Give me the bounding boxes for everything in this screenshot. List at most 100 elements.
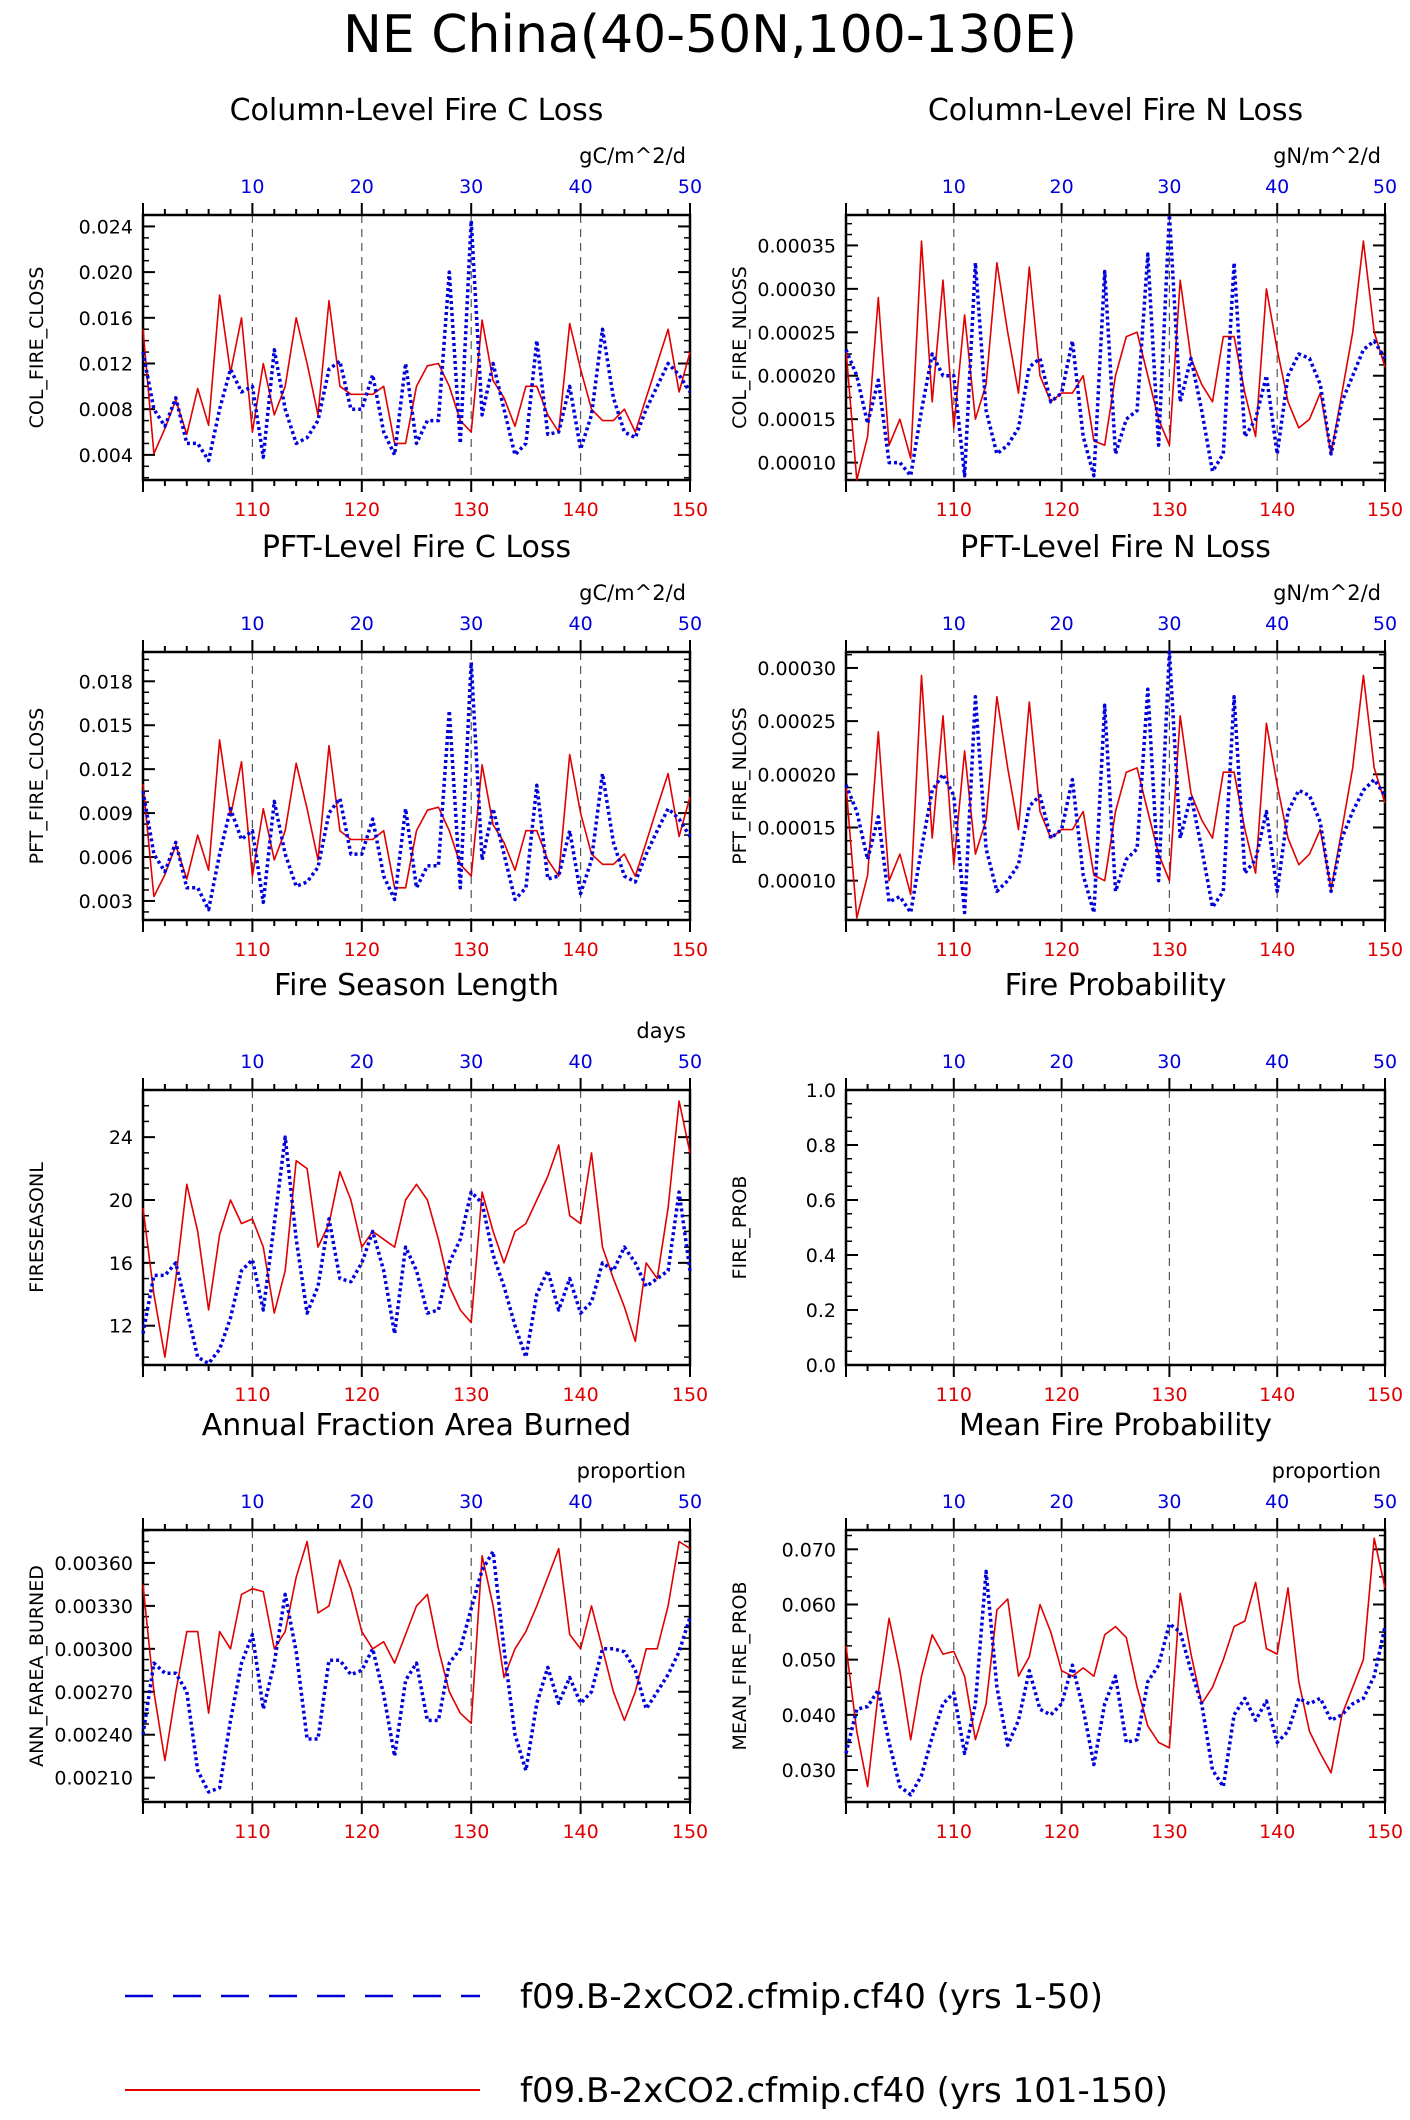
y-tick-label: 0.020 — [79, 262, 133, 284]
series-line-yrs-1-50 — [141, 1549, 692, 1794]
y-tick-label: 0.008 — [79, 399, 133, 421]
x-tick-label-top: 40 — [569, 613, 593, 635]
x-tick-label-bottom: 130 — [1151, 499, 1187, 521]
x-tick-label-top: 50 — [1373, 1491, 1397, 1513]
x-tick-label-bottom: 140 — [1259, 939, 1295, 961]
y-tick-label: 0.003 — [79, 891, 133, 913]
units-label: gN/m^2/d — [1273, 581, 1381, 605]
x-tick-label-top: 50 — [678, 1051, 702, 1073]
series-line-yrs-1-50 — [141, 218, 692, 463]
x-tick-label-top: 30 — [459, 1491, 483, 1513]
x-tick-label-bottom: 130 — [1151, 939, 1187, 961]
y-tick-label: 0.00020 — [757, 764, 836, 786]
y-tick-label: 0.009 — [79, 803, 133, 825]
y-tick-label: 0.015 — [79, 715, 133, 737]
x-tick-label-top: 30 — [459, 1051, 483, 1073]
chart-title: Column-Level Fire C Loss — [230, 93, 604, 128]
y-tick-label: 0.00015 — [757, 817, 836, 839]
series-line-yrs-1-50 — [844, 213, 1387, 478]
x-tick-label-top: 30 — [1157, 1491, 1181, 1513]
y-tick-label: 0.030 — [782, 1760, 836, 1782]
series-line-yrs-101-150 — [845, 1537, 1386, 1788]
y-tick-label: 0.060 — [782, 1594, 836, 1616]
x-tick-label-top: 50 — [678, 613, 702, 635]
x-tick-label-top: 30 — [1157, 1051, 1181, 1073]
chart-panel-2: Column-Level Fire N Loss gN/m^2/d 110 120 13… — [729, 93, 1403, 521]
y-tick-label: 0.00330 — [54, 1596, 133, 1618]
plot-frame — [844, 1528, 1387, 1804]
y-tick-label: 0.8 — [806, 1135, 836, 1157]
y-tick-label: 0.012 — [79, 759, 133, 781]
units-label: gC/m^2/d — [579, 144, 686, 168]
y-tick-label: 0.0 — [806, 1355, 836, 1377]
y-tick-label: 0.070 — [782, 1539, 836, 1561]
chart-panel-6: Fire Probability 110 120 130 140 150 10 20 30 40 5… — [729, 968, 1403, 1406]
panels-group: Column-Level Fire C Loss gC/m^2/d 110 120 13… — [26, 93, 1403, 1843]
x-tick-label-bottom: 130 — [453, 939, 489, 961]
x-tick-label-bottom: 150 — [672, 499, 708, 521]
x-tick-label-top: 10 — [942, 1491, 966, 1513]
units-label: proportion — [1272, 1459, 1381, 1483]
x-tick-label-bottom: 110 — [234, 1384, 270, 1406]
chart-title: Mean Fire Probability — [959, 1408, 1272, 1443]
legend-label-yrs-101-150: f09.B-2xCO2.cfmip.cf40 (yrs 101-150) — [520, 2071, 1168, 2111]
y-tick-label: 16 — [109, 1253, 133, 1275]
x-tick-label-top: 30 — [1157, 176, 1181, 198]
y-tick-label: 0.004 — [79, 445, 133, 467]
y-tick-label: 0.012 — [79, 353, 133, 375]
x-tick-label-top: 50 — [1373, 613, 1397, 635]
x-tick-label-bottom: 140 — [562, 499, 598, 521]
y-tick-label: 0.4 — [806, 1245, 836, 1267]
series-line-yrs-101-150 — [142, 739, 691, 898]
x-tick-label-top: 10 — [240, 176, 264, 198]
x-tick-label-top: 10 — [240, 1491, 264, 1513]
x-tick-label-top: 50 — [678, 1491, 702, 1513]
chart-title: Fire Season Length — [274, 968, 559, 1003]
x-tick-label-bottom: 110 — [936, 499, 972, 521]
x-tick-label-top: 10 — [942, 176, 966, 198]
x-tick-label-bottom: 120 — [344, 1821, 380, 1843]
y-axis-label: FIRESEASONL — [26, 1162, 48, 1293]
chart-title: Fire Probability — [1005, 968, 1227, 1003]
x-tick-label-bottom: 110 — [936, 1821, 972, 1843]
chart-title: Column-Level Fire N Loss — [928, 93, 1303, 128]
x-tick-label-bottom: 110 — [936, 1384, 972, 1406]
y-axis-label: COL_FIRE_CLOSS — [26, 267, 48, 429]
x-tick-label-bottom: 110 — [234, 1821, 270, 1843]
x-tick-label-bottom: 140 — [562, 1821, 598, 1843]
y-tick-label: 0.016 — [79, 308, 133, 330]
plot-frame — [141, 1528, 692, 1804]
x-tick-label-top: 30 — [459, 176, 483, 198]
x-tick-label-top: 10 — [240, 1051, 264, 1073]
plot-frame — [844, 650, 1387, 922]
x-tick-label-bottom: 130 — [1151, 1821, 1187, 1843]
x-tick-label-bottom: 140 — [1259, 1821, 1295, 1843]
x-tick-label-bottom: 150 — [672, 1821, 708, 1843]
series-line-yrs-101-150 — [142, 1100, 691, 1358]
y-tick-label: 0.00030 — [757, 658, 836, 680]
x-tick-label-top: 40 — [569, 1051, 593, 1073]
y-axis-label: MEAN_FIRE_PROB — [729, 1582, 751, 1751]
series-line-yrs-101-150 — [845, 674, 1386, 919]
x-tick-label-top: 40 — [1265, 1051, 1289, 1073]
plot-frame — [141, 213, 692, 482]
y-tick-label: 0.00035 — [757, 235, 836, 257]
x-tick-label-bottom: 140 — [1259, 1384, 1295, 1406]
x-tick-label-top: 30 — [1157, 613, 1181, 635]
units-label: gC/m^2/d — [579, 581, 686, 605]
x-tick-label-bottom: 150 — [1367, 1384, 1403, 1406]
y-tick-label: 0.00010 — [757, 871, 836, 893]
series-line-yrs-101-150 — [845, 240, 1386, 481]
x-tick-label-bottom: 120 — [344, 939, 380, 961]
x-tick-label-bottom: 120 — [1043, 499, 1079, 521]
chart-title: PFT-Level Fire C Loss — [262, 530, 571, 565]
series-line-yrs-1-50 — [844, 650, 1387, 915]
y-axis-label: FIRE_PROB — [729, 1176, 751, 1280]
series-line-yrs-1-50 — [141, 660, 692, 912]
x-tick-label-bottom: 110 — [234, 939, 270, 961]
y-tick-label: 0.6 — [806, 1190, 836, 1212]
units-label: days — [636, 1019, 686, 1043]
y-tick-label: 0.00360 — [54, 1553, 133, 1575]
